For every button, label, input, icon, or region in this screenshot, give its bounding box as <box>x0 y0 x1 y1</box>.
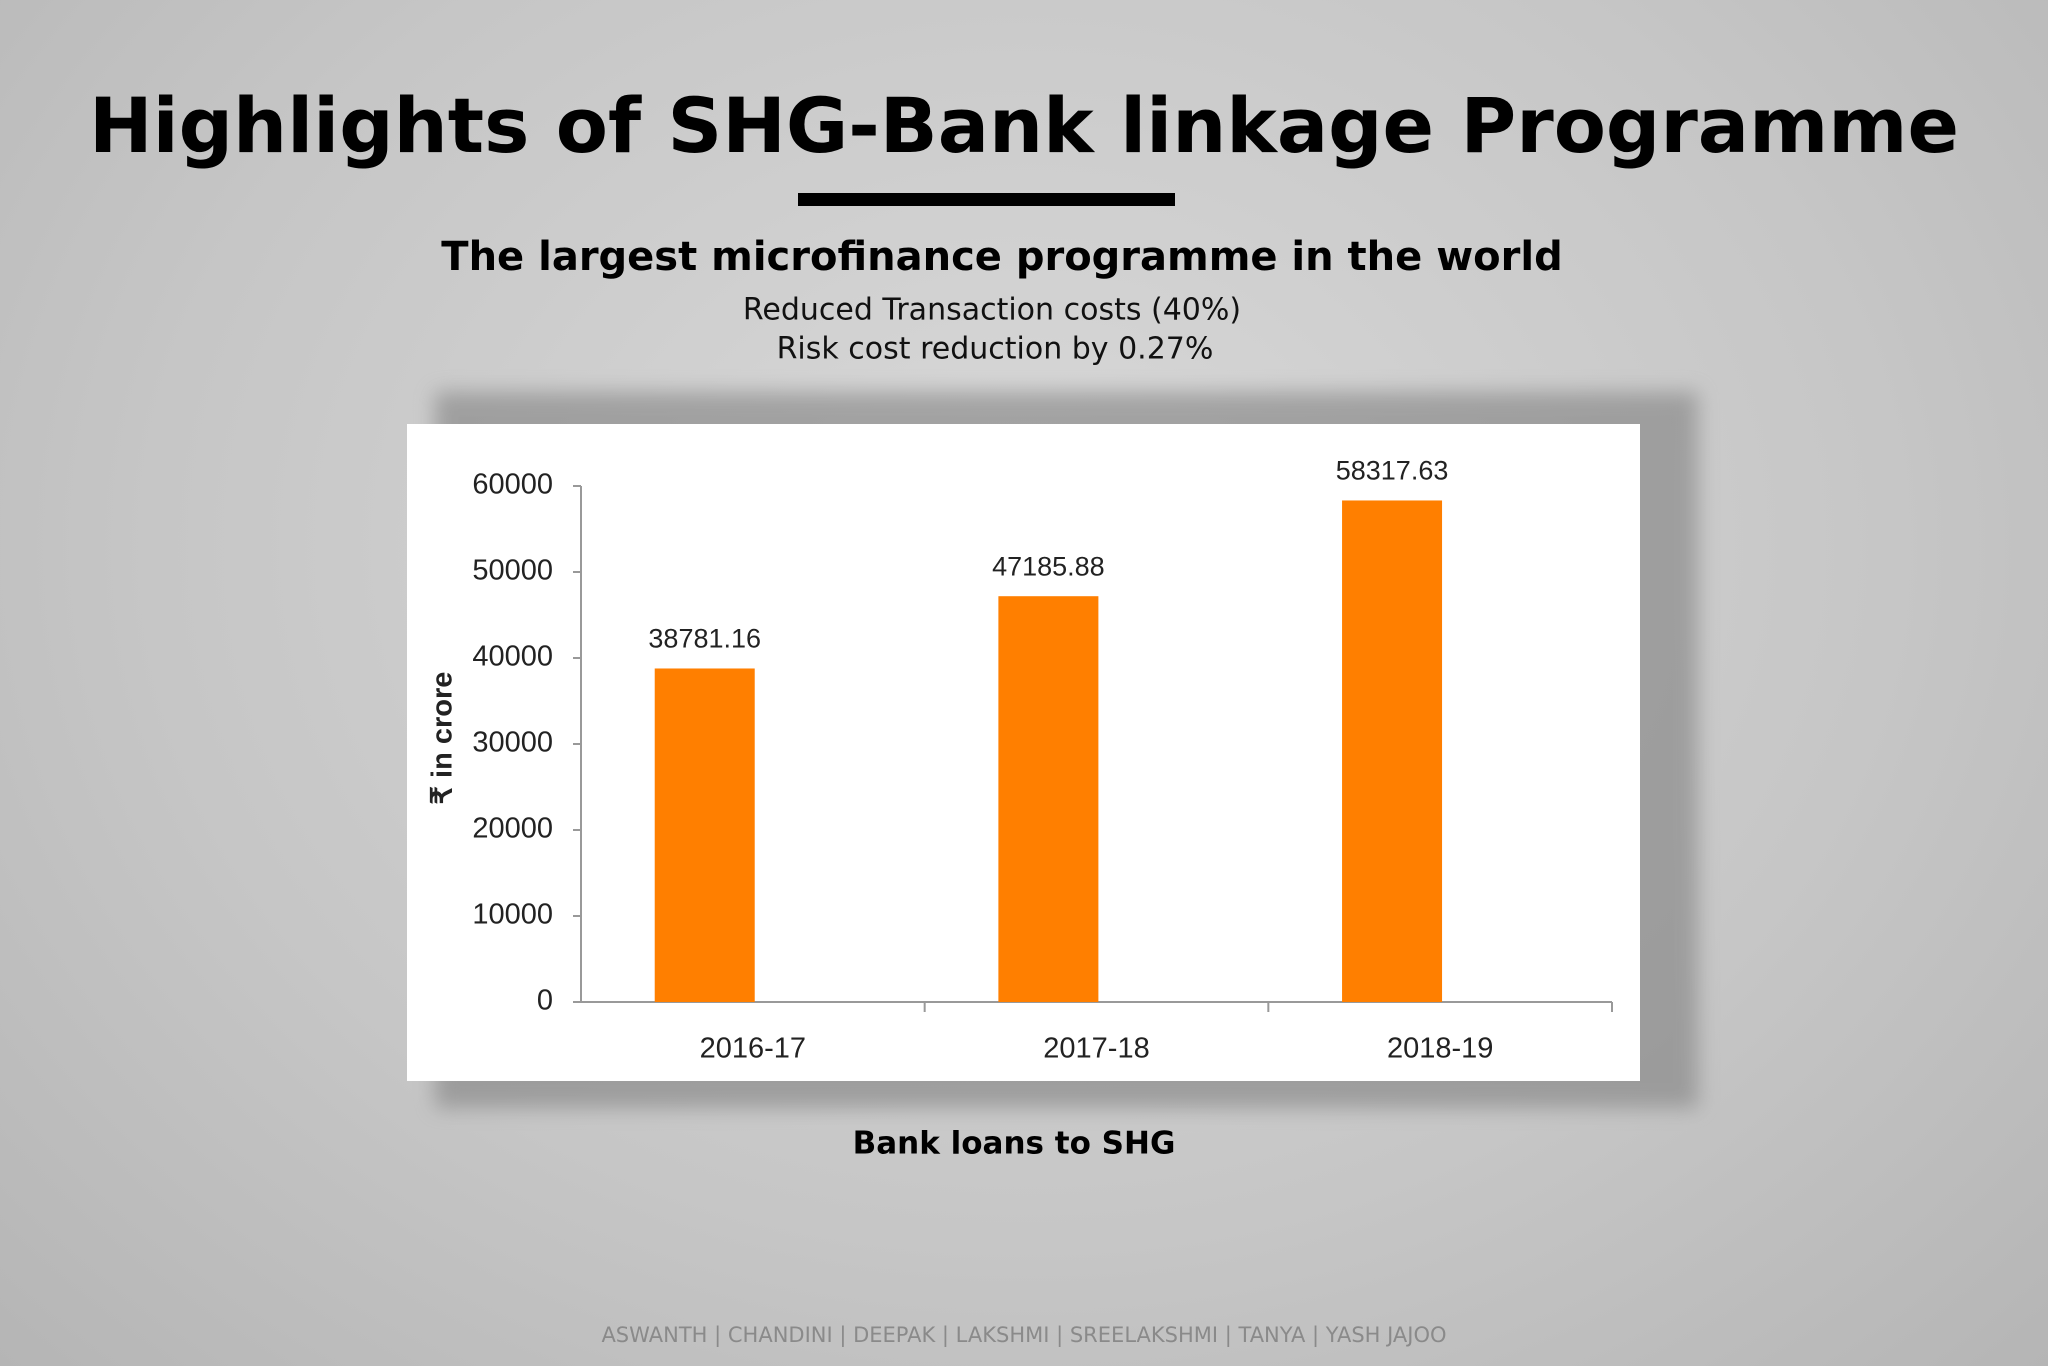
y-tick-label: 10000 <box>472 899 553 931</box>
slide-title: Highlights of SHG-Bank linkage Programme <box>89 81 1959 170</box>
subtitle: The largest microfinance programme in th… <box>441 234 1562 280</box>
x-tick-label: 2018-19 <box>1387 1033 1493 1065</box>
bar <box>654 668 755 1002</box>
footer: ASWANTH | CHANDINI | DEEPAK | LAKSHMI | … <box>601 1323 1446 1348</box>
title-underline <box>798 193 1175 206</box>
value-label: 38781.16 <box>648 624 761 654</box>
y-tick-label: 50000 <box>472 555 553 587</box>
y-tick-label: 20000 <box>472 813 553 845</box>
value-label: 47185.88 <box>992 551 1105 581</box>
y-tick-label: 40000 <box>472 641 553 673</box>
y-axis-label: ₹ in crore <box>427 672 459 805</box>
y-tick-label: 0 <box>537 985 553 1017</box>
note: Reduced Transaction costs (40%) <box>743 293 1241 328</box>
note: Risk cost reduction by 0.27% <box>777 332 1214 367</box>
value-label: 58317.63 <box>1336 456 1449 486</box>
bar <box>998 596 1099 1002</box>
chart-caption: Bank loans to SHG <box>853 1126 1176 1162</box>
y-tick-label: 30000 <box>472 727 553 759</box>
bar <box>1342 500 1443 1002</box>
x-tick-label: 2016-17 <box>700 1033 806 1065</box>
x-tick-label: 2017-18 <box>1043 1033 1149 1065</box>
y-tick-label: 60000 <box>472 469 553 501</box>
plot: ₹ in crore 0 10000 20000 30000 40000 50000 6000… <box>427 456 1613 1065</box>
